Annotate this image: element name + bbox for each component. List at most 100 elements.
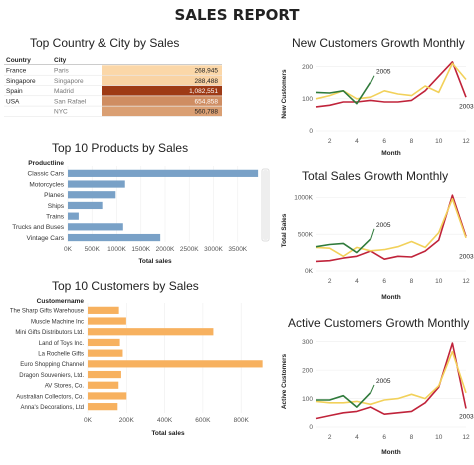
- bar: [88, 392, 127, 400]
- bar: [88, 370, 121, 379]
- country-table-title: Top Country & City by Sales: [30, 36, 180, 50]
- bar: [68, 169, 259, 177]
- bar: [68, 223, 123, 231]
- x-tick-label: 8: [410, 434, 414, 441]
- table-heat-cell: [102, 106, 222, 117]
- x-axis-title: Month: [381, 294, 401, 301]
- bar: [88, 403, 118, 411]
- series-annotation: 2005: [376, 69, 391, 76]
- category-header: Productline: [28, 160, 64, 167]
- category-label: The Sharp Gifts Warehouse: [10, 309, 85, 315]
- y-tick-label: 200: [302, 64, 313, 71]
- annotation-leader: [370, 75, 375, 83]
- table-cell-city: NYC: [54, 109, 68, 116]
- category-label: Ships: [48, 203, 65, 210]
- x-axis-title: Month: [381, 150, 401, 157]
- table-cell-country: Singapore: [6, 78, 36, 85]
- x-tick-label: 200K: [119, 417, 135, 424]
- category-label: Muscle Machine Inc: [31, 319, 84, 325]
- table-cell-value: 654,858: [195, 98, 219, 105]
- bar: [88, 360, 263, 368]
- x-tick-label: 2500K: [180, 246, 199, 253]
- x-tick-label: 0K: [84, 417, 93, 424]
- bar: [68, 233, 161, 242]
- y-axis-title: Total Sales: [281, 213, 288, 247]
- y-tick-label: 0: [309, 128, 313, 135]
- table-cell-value: 268,945: [195, 68, 219, 75]
- series-line-2003: [315, 61, 467, 108]
- x-tick-label: 3000K: [204, 246, 223, 253]
- x-tick-label: 6: [382, 278, 386, 285]
- x-tick-label: 10: [435, 434, 443, 441]
- category-label: AV Stores, Co.: [45, 384, 85, 390]
- table-cell-country: USA: [6, 98, 20, 105]
- scrollbar-thumb[interactable]: [263, 170, 268, 240]
- table-header-country: Country: [6, 57, 31, 64]
- series-line-2004: [315, 62, 467, 100]
- series-annotation: 2003: [459, 103, 474, 110]
- series-annotation: 2005: [376, 378, 391, 385]
- bar: [68, 212, 79, 220]
- series-line-2003: [315, 194, 467, 263]
- series-line-2005: [315, 238, 372, 254]
- total-sales-chart-title: Total Sales Growth Monthly: [302, 169, 449, 183]
- products-chart-title: Top 10 Products by Sales: [52, 141, 189, 155]
- x-tick-label: 8: [410, 138, 414, 145]
- x-tick-label: 6: [382, 138, 386, 145]
- category-label: Trains: [46, 213, 65, 220]
- series-annotation: 2005: [376, 222, 391, 229]
- new-customers-chart-title: New Customers Growth Monthly: [292, 36, 465, 50]
- new-customers-line-chart: 0 100 200 2 4 6 8 10 12 2005 2003 Month New Customer…: [281, 61, 474, 157]
- table-heat-cell: [102, 75, 222, 86]
- x-tick-label: 12: [462, 278, 470, 285]
- x-tick-label: 2: [328, 278, 332, 285]
- table-header-city: City: [54, 57, 67, 64]
- y-axis-title: Active Customers: [281, 353, 288, 409]
- table-heat-cell: [102, 96, 222, 106]
- x-tick-label: 0K: [64, 246, 73, 253]
- table-cell-city: Madrid: [54, 88, 74, 95]
- x-tick-label: 2: [328, 434, 332, 441]
- table-heat-cell: [102, 65, 222, 75]
- x-tick-label: 12: [462, 138, 470, 145]
- x-tick-label: 4: [355, 278, 359, 285]
- y-tick-label: 100: [302, 396, 313, 403]
- y-tick-label: 500K: [298, 231, 314, 238]
- x-tick-label: 1000K: [107, 246, 126, 253]
- y-tick-label: 300: [302, 339, 313, 346]
- bar: [88, 317, 126, 325]
- table-cell-city: Paris: [54, 68, 70, 75]
- x-tick-label: 1500K: [131, 246, 150, 253]
- x-tick-label: 400K: [157, 417, 173, 424]
- table-cell-value: 560,788: [195, 109, 219, 116]
- bar: [68, 180, 125, 188]
- x-tick-label: 2000K: [156, 246, 175, 253]
- table-cell-value: 1,082,551: [189, 88, 218, 95]
- active-customers-line-chart: 0 100 200 300 2 4 6 8 10 12 2005 2003 Month Active Cu…: [281, 339, 474, 456]
- y-tick-label: 200: [302, 367, 313, 374]
- bar: [88, 328, 214, 336]
- y-tick-label: 1000K: [294, 195, 313, 202]
- category-label: Dragon Souveniers, Ltd.: [19, 373, 84, 379]
- category-label: Land of Toys Inc.: [39, 341, 85, 347]
- x-tick-label: 4: [355, 434, 359, 441]
- x-tick-label: 800K: [234, 417, 250, 424]
- category-label: Trucks and Buses: [12, 224, 65, 231]
- table-heat-cell: [102, 85, 222, 96]
- category-label: Mini Gifts Distributors Ltd.: [15, 330, 84, 336]
- category-label: Australian Collectors, Co.: [16, 394, 84, 400]
- x-tick-label: 10: [435, 138, 443, 145]
- bar: [88, 338, 120, 347]
- bar: [68, 191, 116, 199]
- annotation-leader: [370, 384, 375, 394]
- customers-chart-title: Top 10 Customers by Sales: [52, 279, 199, 293]
- customers-bar-chart: Customername 0K 200K 400K 600K 800K The Sharp …: [10, 298, 263, 437]
- y-tick-label: 100: [302, 96, 313, 103]
- x-tick-label: 8: [410, 278, 414, 285]
- y-axis-title: New Customers: [281, 69, 288, 119]
- category-label: Classic Cars: [28, 171, 65, 178]
- x-tick-label: 3500K: [228, 246, 247, 253]
- x-axis-title: Total sales: [138, 258, 172, 265]
- table-cell-city: San Rafael: [54, 98, 87, 105]
- category-label: Motorcycles: [29, 181, 64, 188]
